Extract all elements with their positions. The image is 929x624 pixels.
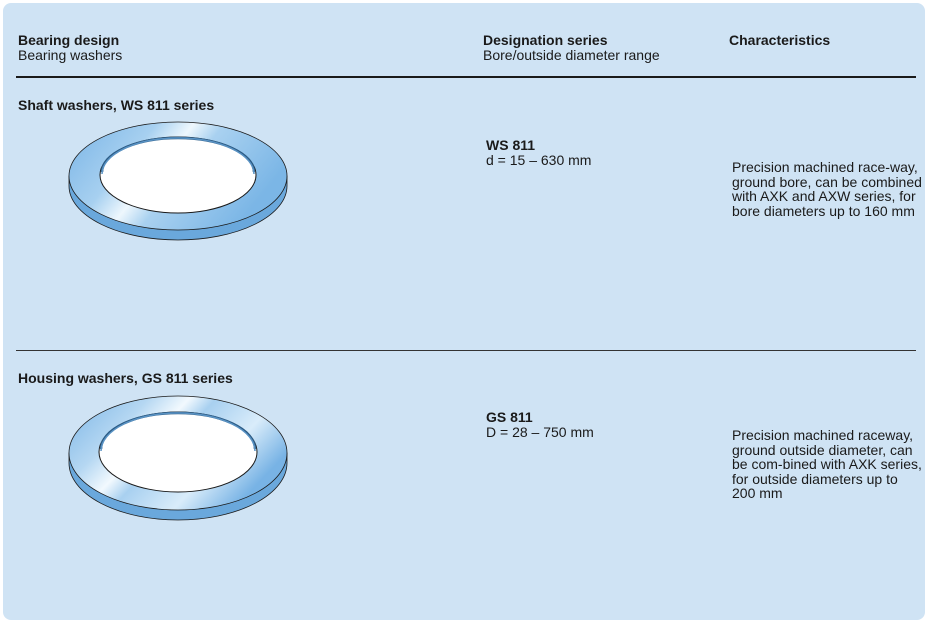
designation-gs811: GS 811 D = 28 – 750 mm xyxy=(486,410,594,440)
section-title-shaft-washers: Shaft washers, WS 811 series xyxy=(18,97,215,113)
designation-code: GS 811 xyxy=(486,409,533,425)
header-bearing-design: Bearing design Bearing washers xyxy=(18,33,122,63)
characteristics-gs811: Precision machined raceway, ground outsi… xyxy=(732,427,922,501)
header-subtitle: Bore/outside diameter range xyxy=(483,47,660,63)
header-title: Bearing design xyxy=(18,32,120,48)
characteristics-ws811: Precision machined race-way, ground bore… xyxy=(732,159,922,219)
designation-range: D = 28 – 750 mm xyxy=(486,424,594,440)
header-characteristics: Characteristics xyxy=(729,33,830,48)
header-title: Characteristics xyxy=(729,32,831,48)
designation-code: WS 811 xyxy=(486,137,536,153)
row-divider xyxy=(16,350,916,351)
header-title: Designation series xyxy=(483,32,608,48)
section-title-housing-washers: Housing washers, GS 811 series xyxy=(18,370,233,386)
designation-ws811: WS 811 d = 15 – 630 mm xyxy=(486,138,591,168)
header-designation-series: Designation series Bore/outside diameter… xyxy=(483,33,660,63)
designation-range: d = 15 – 630 mm xyxy=(486,152,592,168)
shaft-washer-image xyxy=(68,121,288,241)
table-panel: Bearing design Bearing washers Designati… xyxy=(3,3,925,620)
housing-washer-image xyxy=(68,395,288,521)
header-subtitle: Bearing washers xyxy=(18,47,123,63)
header-divider xyxy=(16,76,916,78)
